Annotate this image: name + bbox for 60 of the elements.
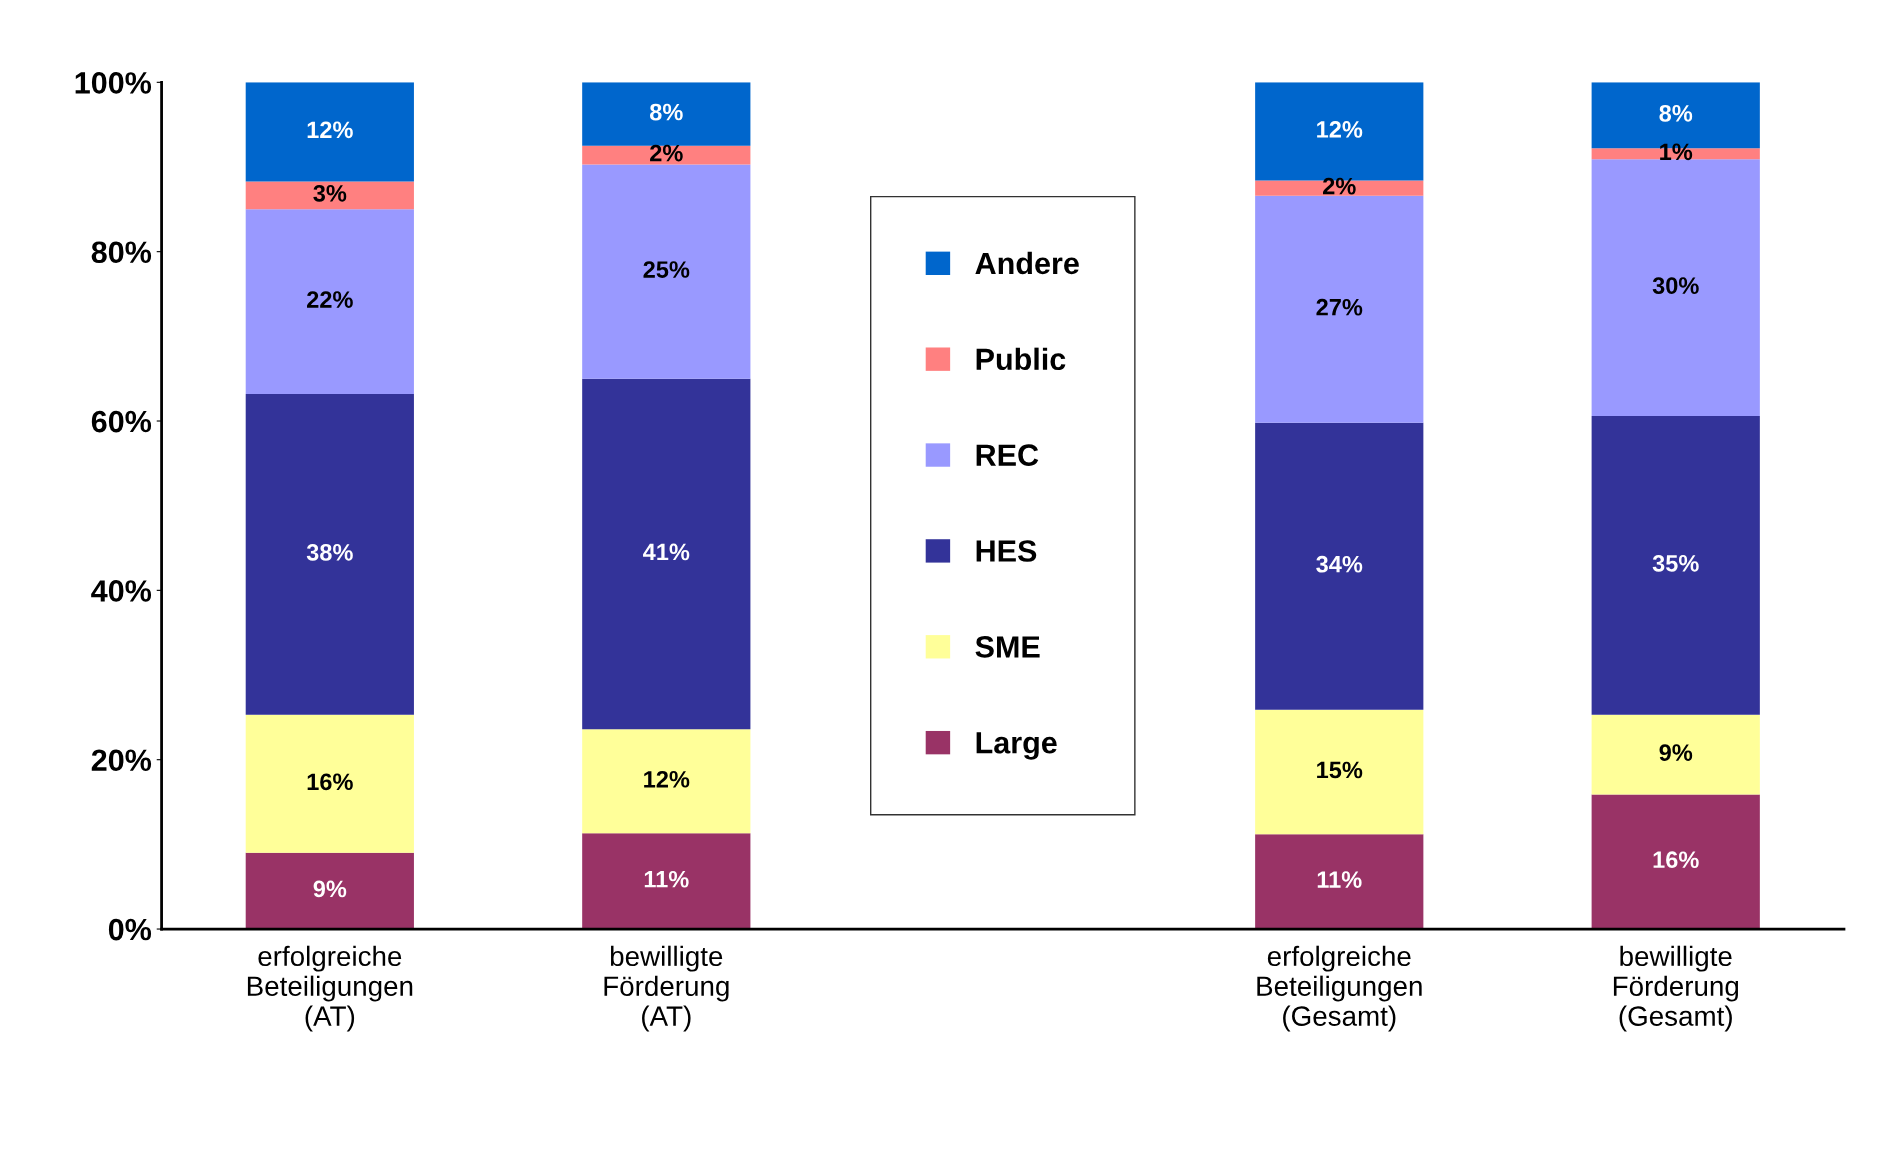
data-label: 25% (643, 261, 690, 278)
data-label: 11% (1317, 871, 1362, 888)
bar (582, 378, 751, 730)
bar (582, 833, 751, 930)
data-label: 27% (1316, 298, 1363, 316)
x-tick-label: erfolgreiche Beteiligungen (AT) (247, 945, 413, 1032)
data-label: 9% (1659, 744, 1693, 761)
data-label: 12% (644, 770, 690, 788)
y-tick-label: 60% (91, 410, 152, 433)
legend-label: Public (976, 347, 1066, 371)
legend-label: HES (976, 540, 1037, 562)
y-tick-label: 40% (91, 580, 152, 602)
x-tick-label: bewilligte Förderung (AT) (604, 945, 729, 1032)
bar (582, 164, 751, 379)
bar (1255, 709, 1424, 835)
data-label: 15% (1317, 761, 1363, 779)
y-tick-label: 0% (108, 918, 152, 941)
bar (582, 729, 751, 834)
data-label: 3% (313, 184, 347, 202)
y-tick-label: 80% (91, 241, 152, 264)
legend-label: Andere (975, 251, 1079, 275)
bar (582, 82, 751, 146)
data-label: 41% (643, 543, 690, 561)
data-label: 2% (650, 144, 683, 162)
bar (1591, 794, 1760, 930)
data-label: 22% (307, 291, 353, 308)
bar (1591, 415, 1760, 715)
bar (245, 714, 414, 853)
data-label: 9% (313, 880, 347, 898)
legend-label: REC (976, 444, 1039, 466)
data-label: 8% (649, 103, 683, 121)
bar (245, 82, 414, 182)
legend-label: Large (976, 732, 1057, 760)
y-tick-label: 100% (75, 72, 152, 94)
bar (1591, 714, 1760, 795)
data-label: 16% (307, 773, 353, 791)
data-label: 11% (644, 870, 689, 888)
data-label: 30% (1652, 277, 1699, 295)
bar (245, 852, 414, 930)
bar (1591, 159, 1760, 416)
bar (245, 393, 414, 715)
bar (245, 181, 414, 210)
bar (245, 209, 414, 394)
data-label: 35% (1652, 554, 1699, 572)
data-label: 38% (306, 543, 353, 561)
x-tick-label: bewilligte Förderung (Gesamt) (1613, 945, 1739, 1032)
data-label: 12% (307, 121, 353, 139)
y-tick-label: 20% (91, 749, 152, 772)
data-label: 16% (1653, 851, 1699, 869)
data-label: 2% (1323, 177, 1356, 195)
data-label: 8% (1659, 104, 1693, 122)
bar (1255, 195, 1424, 423)
legend-label: SME (975, 636, 1040, 658)
x-tick-label: erfolgreiche Beteiligungen (Gesamt) (1257, 945, 1422, 1032)
data-label: 1% (1660, 143, 1693, 161)
bar (1255, 422, 1424, 710)
data-label: 34% (1316, 555, 1363, 573)
bar (582, 145, 751, 165)
bar (1255, 834, 1424, 930)
data-label: 12% (1317, 121, 1363, 138)
